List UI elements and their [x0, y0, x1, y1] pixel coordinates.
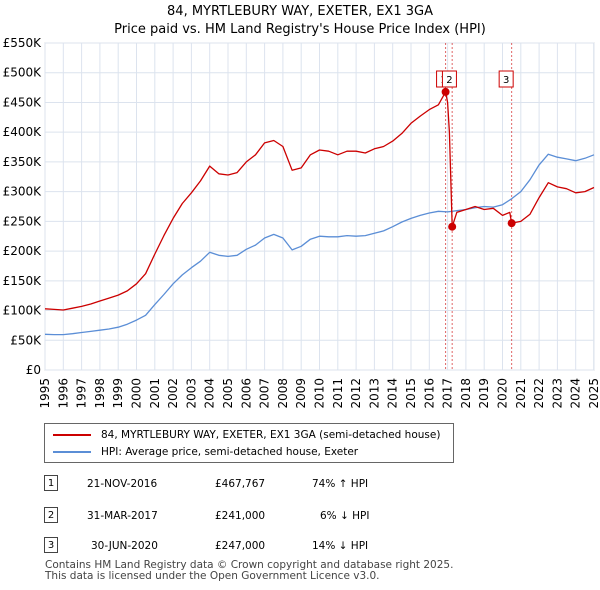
sale-point-2: [448, 222, 457, 231]
chart-subtitle: Price paid vs. HM Land Registry's House …: [114, 22, 486, 37]
x-tick-label-14: 2009: [294, 378, 308, 409]
x-tick-label-23: 2018: [459, 378, 473, 409]
y-tick-label-10: £500K: [3, 66, 43, 80]
gridlines: [44, 42, 595, 371]
legend-swatch-property: [53, 434, 91, 436]
sale-date-2: 31-MAR-2017: [87, 510, 158, 522]
chart-sale-badge-2: 2: [441, 70, 457, 88]
x-tick-label-5: 2000: [130, 378, 144, 409]
y-tick-label-11: £550K: [3, 36, 43, 50]
y-tick-label-2: £100K: [3, 304, 43, 318]
sale-point-1: [441, 87, 450, 96]
y-tick-label-4: £200K: [3, 244, 43, 258]
sale-point-3: [507, 219, 516, 228]
sale-row-3: 3 30-JUN-2020 £247,000 14% ↓ HPI: [0, 537, 600, 557]
legend: 84, MYRTLEBURY WAY, EXETER, EX1 3GA (sem…: [44, 423, 454, 463]
x-tick-label-28: 2023: [550, 378, 564, 409]
x-tick-label-21: 2016: [422, 378, 436, 409]
sale-price-2: £241,000: [215, 510, 266, 522]
sale-markers-lines: [445, 43, 513, 370]
x-tick-label-9: 2004: [203, 378, 217, 409]
series-lines: [44, 91, 595, 336]
x-tick-label-10: 2005: [221, 378, 235, 409]
y-tick-label-7: £350K: [3, 155, 43, 169]
x-tick-label-15: 2010: [313, 378, 327, 409]
y-tick-label-6: £300K: [3, 185, 43, 199]
x-tick-label-20: 2015: [404, 378, 418, 409]
chart-sale-badge-box-3: [498, 70, 514, 88]
x-tick-label-22: 2017: [441, 378, 455, 409]
series-line-property: [44, 91, 595, 311]
chart-sale-badge-label-2: 2: [446, 75, 452, 86]
x-tick-label-25: 2020: [496, 378, 510, 409]
footer: Contains HM Land Registry data © Crown c…: [45, 560, 453, 582]
x-tick-label-11: 2006: [239, 378, 253, 409]
x-tick-label-13: 2008: [276, 378, 290, 409]
x-tick-label-26: 2021: [514, 378, 528, 409]
y-tick-label-3: £150K: [3, 274, 43, 288]
x-tick-label-2: 1997: [75, 378, 89, 409]
x-tick-label-12: 2007: [258, 378, 272, 409]
y-axis-ticks: £0 £50K £100K £150K £200K £250K £300K £350K £400…: [3, 36, 43, 377]
sale-hpi-1: 74% ↑ HPI: [312, 478, 369, 490]
y-tick-label-8: £400K: [3, 125, 43, 139]
legend-entry-property: 84, MYRTLEBURY WAY, EXETER, EX1 3GA (sem…: [53, 427, 440, 443]
x-tick-label-19: 2014: [386, 378, 400, 409]
legend-label-property: 84, MYRTLEBURY WAY, EXETER, EX1 3GA (sem…: [101, 429, 441, 441]
footer-line-1: Contains HM Land Registry data © Crown c…: [45, 559, 454, 571]
series-line-hpi: [44, 153, 595, 336]
sale-date-1: 21-NOV-2016: [87, 478, 158, 490]
legend-entry-hpi: HPI: Average price, semi-detached house,…: [53, 444, 358, 460]
x-tick-label-0: 1995: [38, 378, 52, 409]
y-tick-label-0: £0: [26, 363, 41, 377]
sale-badge-3: 3: [44, 537, 58, 553]
sale-row-2: 2 31-MAR-2017 £241,000 6% ↓ HPI: [0, 507, 600, 527]
sale-badge-1: 1: [44, 475, 58, 491]
x-tick-label-4: 1999: [111, 378, 125, 409]
x-tick-label-6: 2001: [148, 378, 162, 409]
sale-price-3: £247,000: [215, 540, 266, 552]
chart-sale-badge-box-2: [441, 70, 457, 88]
sale-hpi-2: 6% ↓ HPI: [320, 510, 370, 522]
legend-label-hpi: HPI: Average price, semi-detached house,…: [101, 446, 359, 458]
y-tick-label-5: £250K: [3, 214, 43, 228]
y-tick-label-9: £450K: [3, 95, 43, 109]
x-tick-label-18: 2013: [367, 378, 381, 409]
sale-badges: 123: [436, 70, 514, 88]
x-tick-label-24: 2019: [477, 378, 491, 409]
chart-sale-badge-label-3: 3: [503, 75, 509, 86]
sale-date-3: 30-JUN-2020: [91, 540, 158, 552]
footer-line-2: This data is licensed under the Open Gov…: [45, 570, 380, 582]
sale-price-1: £467,767: [215, 478, 266, 490]
sale-row-1: 1 21-NOV-2016 £467,767 74% ↑ HPI: [0, 475, 600, 495]
x-tick-label-3: 1998: [93, 378, 107, 409]
x-tick-label-30: 2025: [587, 378, 600, 409]
y-tick-label-1: £50K: [10, 333, 42, 347]
x-tick-label-1: 1996: [56, 378, 70, 409]
legend-swatch-hpi: [53, 451, 91, 453]
sale-hpi-3: 14% ↓ HPI: [312, 540, 369, 552]
x-tick-label-29: 2024: [569, 378, 583, 409]
chart-sale-badge-3: 3: [498, 70, 514, 88]
x-tick-label-17: 2012: [349, 378, 363, 409]
price-chart: 84, MYRTLEBURY WAY, EXETER, EX1 3GA Pric…: [3, 4, 600, 409]
x-tick-label-8: 2003: [184, 378, 198, 409]
sale-badge-2: 2: [44, 507, 58, 523]
x-tick-label-7: 2002: [166, 378, 180, 409]
x-axis-ticks: 1995 1996 1997 1998 1999 2000 2001 2002 2003 2004…: [38, 378, 600, 409]
chart-title: 84, MYRTLEBURY WAY, EXETER, EX1 3GA: [167, 4, 433, 19]
x-tick-label-27: 2022: [532, 378, 546, 409]
x-tick-label-16: 2011: [331, 378, 345, 409]
sale-points: [441, 87, 516, 231]
